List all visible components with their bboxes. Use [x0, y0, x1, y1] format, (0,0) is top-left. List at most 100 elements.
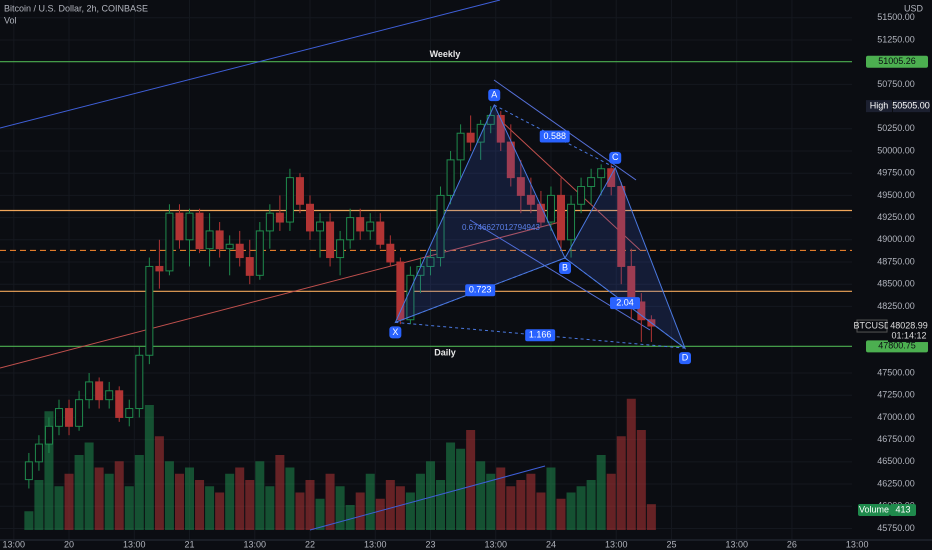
volume-bar — [566, 492, 576, 530]
candles — [24, 106, 656, 489]
candle-body — [456, 132, 465, 161]
point-label: X — [392, 327, 398, 337]
candle-body — [567, 203, 576, 241]
candle-body — [376, 221, 385, 245]
volume-bar — [425, 461, 435, 530]
volume-bar — [375, 498, 385, 530]
volume-bar — [395, 486, 405, 530]
candle-body — [577, 186, 586, 205]
volume-bar — [626, 398, 636, 530]
point-label: C — [612, 152, 619, 162]
x-tick-label: 13:00 — [846, 539, 869, 549]
trend-line — [0, 0, 501, 129]
point-label: B — [562, 262, 568, 272]
y-tick-label: 49500.00 — [877, 190, 915, 200]
chart-title: Bitcoin / U.S. Dollar, 2h, COINBASE — [4, 3, 148, 13]
volume-bar — [54, 486, 64, 530]
volume-bar — [285, 467, 295, 530]
x-tick-label: 13:00 — [364, 539, 387, 549]
x-tick-label: 23 — [425, 539, 435, 549]
volume-bar — [576, 486, 586, 530]
ratio-badge — [465, 284, 496, 297]
pattern-point — [389, 326, 402, 339]
y-tick-label: 48500.00 — [877, 279, 915, 289]
y-tick-label: 46500.00 — [877, 456, 915, 466]
candle-body — [366, 221, 375, 232]
y-tick-label: 50750.00 — [877, 79, 915, 89]
candle-body — [617, 186, 626, 267]
volume-bar — [174, 473, 184, 530]
volume — [24, 398, 656, 530]
levels: Weekly Daily — [0, 49, 852, 358]
volume-bar — [205, 486, 215, 530]
volume-bar — [195, 480, 205, 530]
pattern-point — [488, 89, 501, 102]
volume-bar — [245, 480, 255, 530]
candle-body — [195, 212, 204, 250]
volume-bar — [154, 436, 164, 530]
price-axis — [852, 0, 932, 540]
volume-bar — [516, 480, 526, 530]
level-price: 51005.26 — [878, 56, 916, 66]
volume-bar — [385, 480, 395, 530]
candle-body — [135, 354, 144, 410]
high-name: High — [870, 101, 889, 111]
countdown: 01:14:12 — [891, 330, 926, 340]
level-price-bg — [866, 340, 928, 353]
candle-body — [446, 159, 455, 196]
y-tick-label: 49750.00 — [877, 168, 915, 178]
x-tick-label: 13:00 — [244, 539, 267, 549]
y-tick-label: 50250.00 — [877, 123, 915, 133]
ratio-label: 0.588 — [543, 131, 566, 141]
candle-body — [546, 194, 555, 223]
y-tick-label: 51500.00 — [877, 12, 915, 22]
candle-body — [436, 194, 445, 259]
trend-line — [0, 221, 561, 369]
candle-body — [336, 239, 345, 259]
volume-bar — [255, 461, 265, 530]
x-tick-label: 21 — [185, 539, 195, 549]
x-tick-label: 26 — [787, 539, 797, 549]
pattern-point — [559, 262, 572, 275]
candle-body — [557, 194, 566, 241]
y-tick-label: 48250.00 — [877, 301, 915, 311]
point-label: D — [682, 353, 689, 363]
ratio-label: 2.04 — [616, 297, 634, 307]
volume-bar — [144, 405, 154, 530]
volume-bar — [586, 480, 596, 530]
y-tick-label: 48750.00 — [877, 256, 915, 266]
candle-body — [225, 243, 234, 250]
candle-body — [175, 212, 184, 241]
volume-bar — [134, 455, 144, 530]
volume-bar — [235, 467, 245, 530]
volume-bar — [405, 492, 415, 530]
candle-body — [346, 217, 355, 241]
candle-body — [155, 265, 164, 272]
volume-bar — [345, 505, 355, 530]
candle-body — [44, 425, 53, 445]
currency: USD — [904, 3, 924, 13]
volume-bar — [506, 486, 516, 530]
x-tick-label: 20 — [64, 539, 74, 549]
volume-bar — [526, 473, 536, 530]
x-tick-label: 13:00 — [123, 539, 146, 549]
ratio-badge — [525, 329, 556, 342]
candle-body — [115, 390, 124, 418]
channel-line — [469, 219, 651, 331]
y-tick-label: 50000.00 — [877, 145, 915, 155]
x-tick-label: 25 — [666, 539, 676, 549]
volume-bar — [305, 480, 315, 530]
volume-bar — [325, 473, 335, 530]
x-tick-label: 13:00 — [725, 539, 748, 549]
candle-body — [526, 194, 535, 205]
candle-body — [587, 177, 596, 188]
candle-body — [75, 399, 84, 427]
candle-body — [85, 381, 94, 401]
high-name-bg — [866, 100, 892, 113]
volume-bar — [164, 461, 174, 530]
y-tick-label: 51250.00 — [877, 34, 915, 44]
candle-body — [265, 212, 274, 232]
symbol-bg — [856, 319, 888, 333]
candle-body — [125, 408, 134, 418]
